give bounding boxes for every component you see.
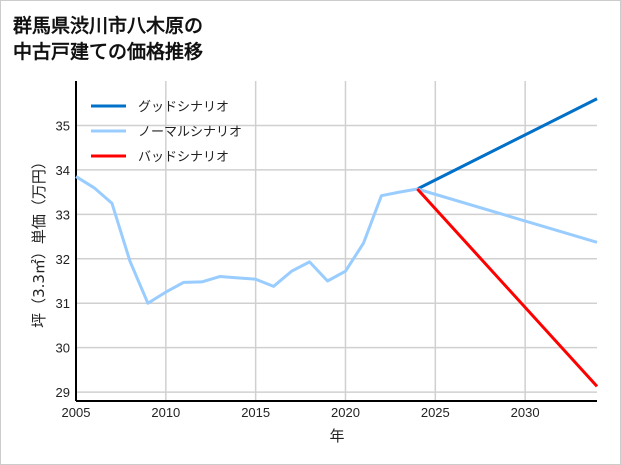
y-tick-label: 33 xyxy=(56,207,70,222)
legend-label: ノーマルシナリオ xyxy=(138,125,242,140)
legend-label: バッドシナリオ xyxy=(138,150,229,165)
chart-title-line1: 群馬県渋川市八木原の xyxy=(13,15,204,37)
x-tick-label: 2025 xyxy=(421,405,450,420)
y-tick-label: 35 xyxy=(56,118,70,133)
legend-label: グッドシナリオ xyxy=(138,100,229,115)
y-axis-label: 坪（3.3㎡）単価（万円） xyxy=(30,154,48,328)
x-tick-label: 2020 xyxy=(331,405,360,420)
series-line xyxy=(75,175,598,305)
y-tick-label: 29 xyxy=(56,385,70,400)
y-tick-label: 34 xyxy=(56,163,70,178)
series-line xyxy=(416,187,599,388)
y-tick-label: 30 xyxy=(56,341,70,356)
series-line xyxy=(416,97,598,191)
x-axis-label: 年 xyxy=(329,427,344,445)
y-tick-label: 31 xyxy=(56,296,70,311)
y-tick-label: 32 xyxy=(56,252,70,267)
chart-title-line2: 中古戸建ての価格推移 xyxy=(13,41,204,63)
x-tick-label: 2010 xyxy=(151,405,180,420)
x-tick-label: 2015 xyxy=(241,405,270,420)
x-tick-label: 2005 xyxy=(62,405,91,420)
x-tick-label: 2030 xyxy=(511,405,540,420)
